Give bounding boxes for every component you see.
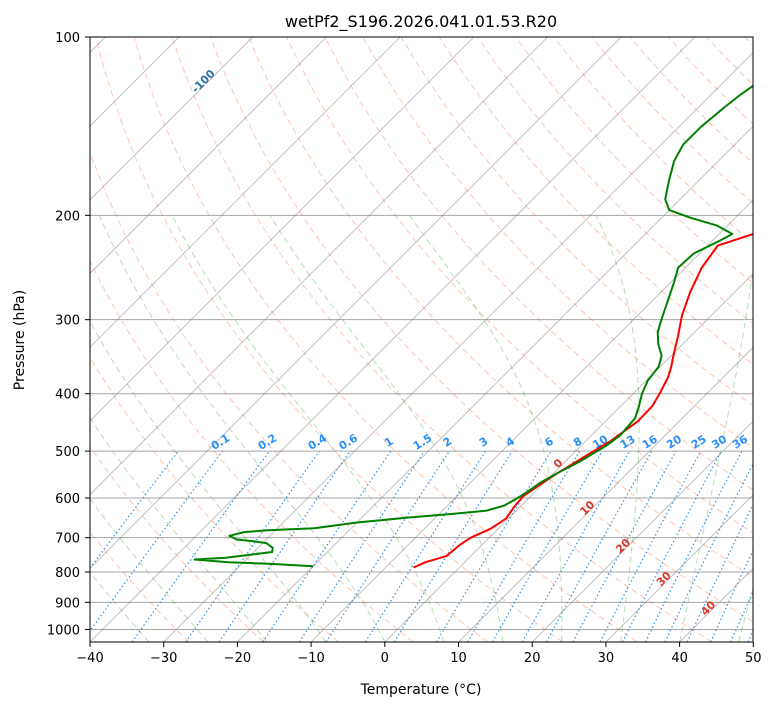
y-tick-label: 900 [55, 596, 80, 611]
isotherm-line [531, 420, 753, 642]
y-tick-label: 600 [55, 492, 80, 507]
mixing-ratio-line [644, 450, 743, 642]
x-tick-label: 0 [381, 651, 389, 666]
isotherm-line [90, 37, 401, 348]
dry-adiabat-line [90, 445, 264, 642]
profile-series [193, 84, 753, 569]
y-tick-label: 700 [55, 532, 80, 547]
dry-adiabat-line [324, 37, 753, 491]
mixing-ratio-line [572, 450, 677, 642]
isotherm-line [310, 199, 753, 642]
moist-adiabat-line [171, 215, 445, 642]
temperature-line [413, 232, 753, 569]
isotherm-line [90, 37, 696, 642]
isotherm-line [163, 52, 753, 642]
moist-adiabat-line [98, 215, 386, 642]
y-tick-label: 300 [55, 314, 80, 329]
isotherm-line [90, 37, 327, 275]
isotherm-line [90, 37, 475, 422]
mixing-ratio-line [325, 450, 450, 642]
x-tick-label: −10 [297, 651, 324, 666]
mixing-ratio-line [521, 450, 631, 642]
moist-adiabat-line [90, 416, 268, 642]
mixing-ratio-line [298, 450, 425, 642]
mixing-ratio-line [545, 450, 653, 642]
isotherm-line [237, 125, 753, 642]
isotherm-line [90, 37, 254, 201]
dry-adiabat-line [171, 37, 713, 642]
moist-adiabat-line [90, 320, 327, 642]
x-tick-label: −40 [76, 651, 103, 666]
y-tick-label: 400 [55, 388, 80, 403]
dry-adiabat-line [515, 37, 753, 284]
y-tick-label: 500 [55, 445, 80, 460]
plot-frame [89, 36, 754, 643]
y-tick-label: 200 [55, 209, 80, 224]
background-lines [90, 37, 753, 642]
dry-adiabat-line [209, 37, 753, 623]
isotherm-line [605, 494, 753, 642]
dry-adiabat-line [95, 37, 563, 642]
x-axis-label: Temperature (°C) [360, 682, 482, 698]
dewpoint-line [193, 84, 753, 568]
moist-adiabat-line [408, 215, 563, 642]
mixing-ratio-line [262, 450, 392, 642]
chart-title: wetPf2_S196.2026.041.01.53.R20 [285, 12, 557, 32]
y-tick-label: 1000 [47, 623, 80, 638]
moist-adiabat-line [679, 265, 753, 642]
mixing-ratio-line [131, 450, 270, 642]
mixing-ratio-line [218, 450, 351, 642]
mixing-ratio-line [664, 462, 753, 642]
axis-ticks: −40 −30 −20 −10 0 10 20 30 40 50 100 200 300 400 500 60… [47, 31, 762, 666]
dry-adiabat-line [133, 37, 638, 642]
mixing-ratio-line [393, 450, 513, 642]
y-axis-label: Pressure (hPa) [12, 290, 28, 390]
dry-adiabat-line [477, 37, 753, 325]
x-tick-label: 50 [745, 651, 762, 666]
moist-adiabat-line [269, 215, 504, 642]
x-tick-label: −30 [150, 651, 177, 666]
moist-adiabat-line [90, 498, 209, 642]
y-tick-label: 100 [55, 31, 80, 46]
x-tick-label: 20 [524, 651, 541, 666]
dry-adiabat-line [286, 37, 753, 534]
x-tick-label: 10 [450, 651, 467, 666]
mixing-ratio-line [185, 450, 320, 642]
isotherm-line [90, 37, 622, 569]
isotherm-line [384, 273, 753, 642]
isotherm-line [458, 346, 753, 642]
moist-adiabat-line [595, 215, 640, 642]
mixing-ratio-line [90, 450, 223, 632]
y-tick-label: 800 [55, 566, 80, 581]
isotherm-line [90, 37, 548, 496]
x-tick-label: −20 [224, 651, 251, 666]
dry-adiabat-line [90, 356, 339, 642]
dry-adiabat-line [90, 260, 414, 642]
x-tick-label: 30 [598, 651, 615, 666]
x-tick-label: 40 [671, 651, 688, 666]
dry-adiabat-line [248, 37, 753, 578]
mixing-ratio-line [90, 450, 179, 570]
